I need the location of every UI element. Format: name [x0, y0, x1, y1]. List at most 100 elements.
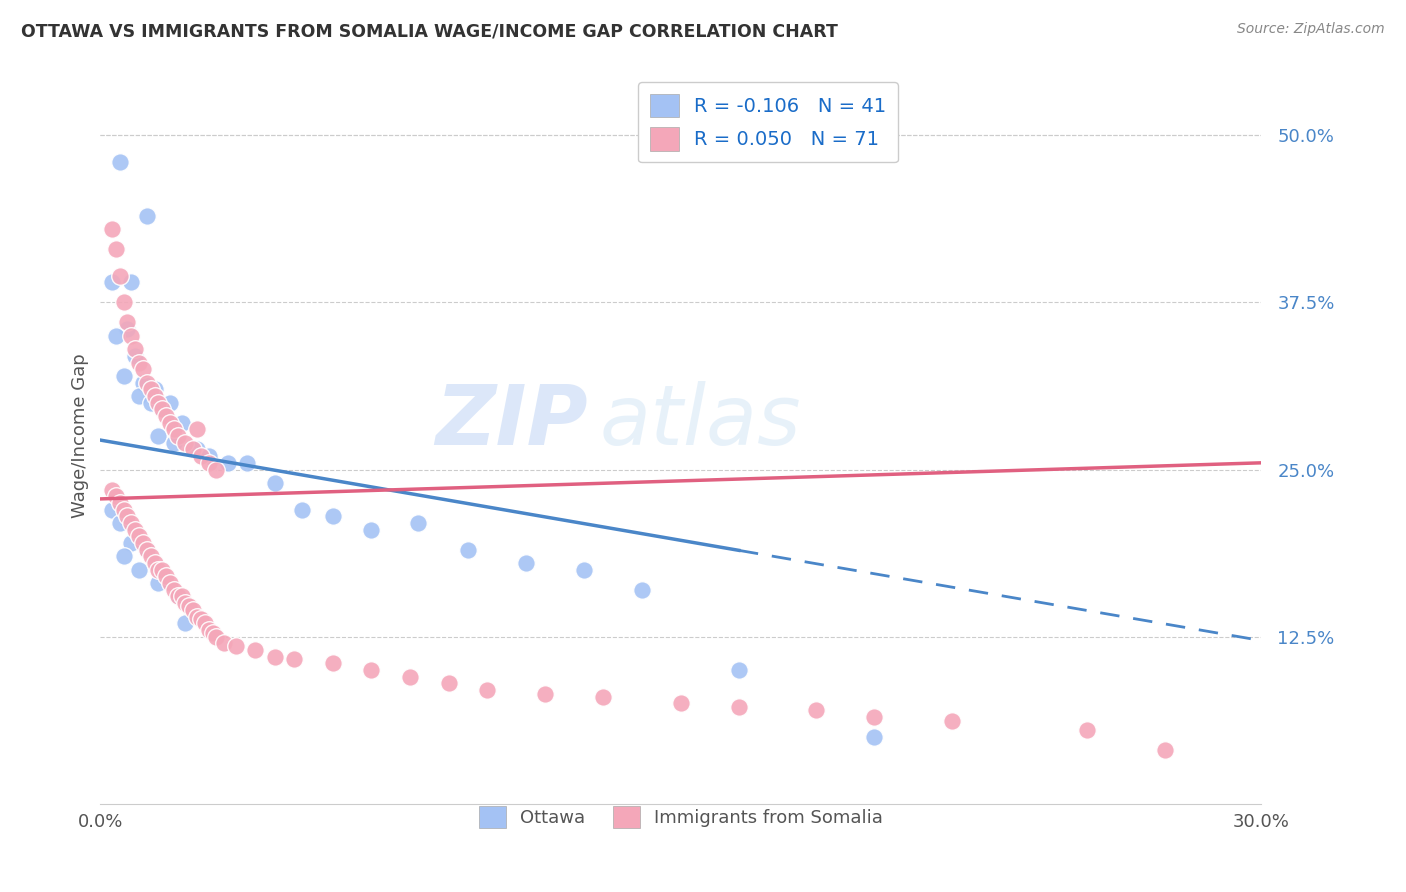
Point — [197, 456, 219, 470]
Point — [135, 376, 157, 390]
Point — [143, 389, 166, 403]
Point — [155, 409, 177, 423]
Point — [112, 295, 135, 310]
Point — [124, 523, 146, 537]
Point — [148, 395, 170, 409]
Point — [128, 529, 150, 543]
Point — [181, 442, 204, 457]
Point — [572, 563, 595, 577]
Point — [166, 590, 188, 604]
Point — [104, 242, 127, 256]
Point — [139, 395, 162, 409]
Point — [163, 435, 186, 450]
Point — [108, 496, 131, 510]
Point — [291, 502, 314, 516]
Point — [163, 422, 186, 436]
Point — [112, 368, 135, 383]
Y-axis label: Wage/Income Gap: Wage/Income Gap — [72, 354, 89, 518]
Point — [437, 676, 460, 690]
Point — [477, 683, 499, 698]
Point — [101, 222, 124, 236]
Point — [101, 502, 124, 516]
Point — [120, 536, 142, 550]
Point — [163, 582, 186, 597]
Point — [132, 362, 155, 376]
Point — [669, 697, 692, 711]
Point — [104, 489, 127, 503]
Point — [806, 703, 828, 717]
Point — [190, 612, 212, 626]
Point — [399, 670, 422, 684]
Point — [132, 376, 155, 390]
Point — [534, 687, 557, 701]
Point — [283, 652, 305, 666]
Point — [217, 456, 239, 470]
Point — [186, 422, 208, 436]
Point — [159, 395, 181, 409]
Point — [197, 449, 219, 463]
Point — [360, 523, 382, 537]
Point — [101, 483, 124, 497]
Point — [197, 623, 219, 637]
Point — [174, 616, 197, 631]
Point — [104, 329, 127, 343]
Point — [631, 582, 654, 597]
Point — [112, 502, 135, 516]
Point — [135, 542, 157, 557]
Point — [128, 563, 150, 577]
Point — [124, 349, 146, 363]
Point — [201, 625, 224, 640]
Point — [120, 329, 142, 343]
Point — [132, 536, 155, 550]
Point — [863, 710, 886, 724]
Point — [135, 542, 157, 557]
Point — [148, 429, 170, 443]
Point — [150, 563, 173, 577]
Point — [117, 316, 139, 330]
Point — [186, 442, 208, 457]
Point — [108, 516, 131, 530]
Point — [190, 449, 212, 463]
Point — [150, 402, 173, 417]
Point — [322, 657, 344, 671]
Point — [186, 609, 208, 624]
Point — [148, 576, 170, 591]
Point — [124, 342, 146, 356]
Point — [225, 639, 247, 653]
Point — [117, 509, 139, 524]
Point — [194, 616, 217, 631]
Point — [1076, 723, 1098, 738]
Point — [139, 382, 162, 396]
Point — [108, 268, 131, 283]
Text: OTTAWA VS IMMIGRANTS FROM SOMALIA WAGE/INCOME GAP CORRELATION CHART: OTTAWA VS IMMIGRANTS FROM SOMALIA WAGE/I… — [21, 22, 838, 40]
Point — [212, 636, 235, 650]
Point — [1153, 743, 1175, 757]
Point — [128, 355, 150, 369]
Point — [181, 603, 204, 617]
Legend: Ottawa, Immigrants from Somalia: Ottawa, Immigrants from Somalia — [471, 798, 890, 835]
Point — [406, 516, 429, 530]
Point — [112, 549, 135, 564]
Point — [117, 322, 139, 336]
Point — [263, 475, 285, 490]
Text: ZIP: ZIP — [436, 381, 588, 462]
Point — [108, 155, 131, 169]
Point — [139, 549, 162, 564]
Point — [170, 590, 193, 604]
Point — [143, 556, 166, 570]
Point — [166, 590, 188, 604]
Point — [179, 599, 201, 613]
Point — [166, 429, 188, 443]
Point — [170, 416, 193, 430]
Point — [243, 643, 266, 657]
Text: Source: ZipAtlas.com: Source: ZipAtlas.com — [1237, 22, 1385, 37]
Point — [143, 382, 166, 396]
Point — [515, 556, 537, 570]
Point — [148, 563, 170, 577]
Point — [128, 389, 150, 403]
Point — [101, 276, 124, 290]
Point — [205, 630, 228, 644]
Point — [360, 663, 382, 677]
Point — [236, 456, 259, 470]
Point — [205, 462, 228, 476]
